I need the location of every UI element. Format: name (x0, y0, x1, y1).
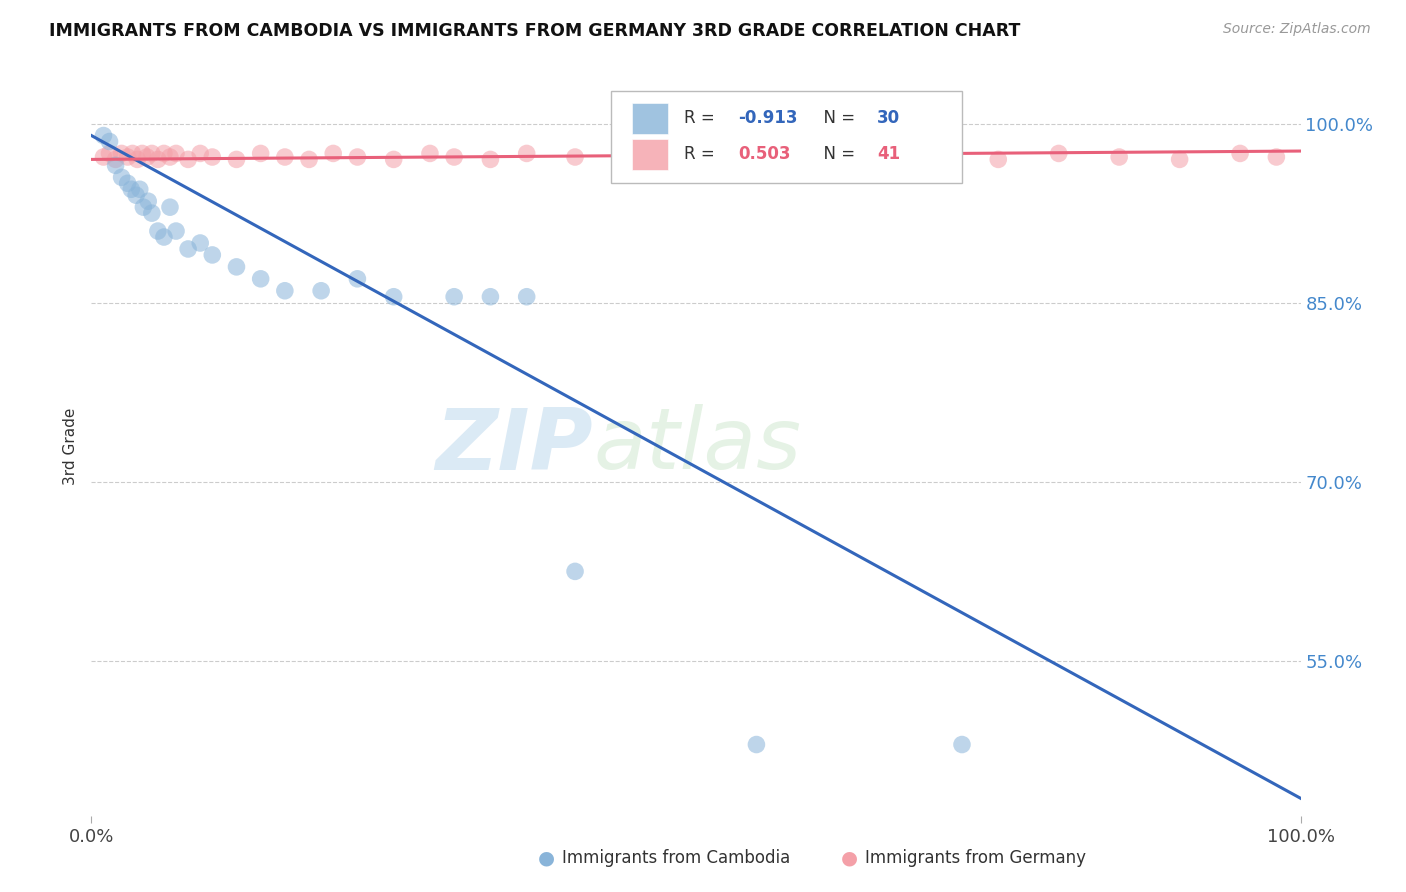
Point (564, 565, 586, 579)
Point (104, 158, 127, 172)
Point (685, 146, 707, 161)
Point (117, 150, 139, 164)
Point (274, 150, 297, 164)
Text: Immigrants from Germany: Immigrants from Germany (865, 849, 1085, 867)
Point (927, 150, 949, 164)
Point (201, 248, 224, 262)
Point (346, 150, 368, 164)
Text: 41: 41 (877, 145, 900, 162)
Point (1108, 150, 1130, 164)
Point (127, 153, 149, 167)
Text: ●: ● (841, 848, 858, 868)
Point (479, 290, 502, 304)
Point (104, 153, 127, 167)
Text: N =: N = (813, 109, 860, 127)
Point (188, 235, 211, 250)
Point (564, 150, 586, 164)
Point (225, 153, 247, 167)
Point (298, 153, 321, 167)
FancyBboxPatch shape (612, 91, 962, 183)
Y-axis label: 3rd Grade: 3rd Grade (63, 408, 79, 484)
Point (382, 153, 405, 167)
Point (987, 153, 1010, 167)
Point (121, 146, 143, 161)
Point (146, 224, 169, 238)
Point (93, 128, 115, 143)
Point (131, 146, 153, 161)
Point (111, 146, 132, 161)
Point (612, 153, 634, 167)
Text: ●: ● (538, 848, 555, 868)
Point (117, 176, 139, 190)
FancyBboxPatch shape (631, 139, 668, 169)
Point (249, 146, 271, 161)
Point (745, 738, 768, 752)
Text: IMMIGRANTS FROM CAMBODIA VS IMMIGRANTS FROM GERMANY 3RD GRADE CORRELATION CHART: IMMIGRANTS FROM CAMBODIA VS IMMIGRANTS F… (49, 22, 1021, 40)
Point (177, 153, 200, 167)
Point (1168, 153, 1191, 167)
Point (93, 150, 115, 164)
Point (125, 188, 148, 202)
Point (249, 272, 271, 286)
Point (136, 150, 159, 164)
Point (322, 146, 344, 161)
Point (1047, 146, 1070, 161)
Point (950, 738, 973, 752)
Point (419, 146, 441, 161)
Text: atlas: atlas (593, 404, 801, 488)
Point (866, 146, 889, 161)
Point (177, 242, 200, 256)
Point (165, 224, 187, 238)
Point (141, 206, 163, 220)
Point (159, 200, 181, 214)
Point (128, 182, 150, 196)
Point (346, 272, 368, 286)
Point (516, 290, 538, 304)
Text: R =: R = (683, 109, 720, 127)
Point (120, 182, 142, 196)
Point (1229, 146, 1251, 161)
Point (165, 146, 187, 161)
Text: Immigrants from Cambodia: Immigrants from Cambodia (562, 849, 790, 867)
Text: N =: N = (813, 145, 860, 162)
Point (136, 194, 159, 209)
Point (443, 150, 465, 164)
Point (111, 170, 132, 185)
Point (274, 284, 297, 298)
Text: -0.913: -0.913 (738, 109, 797, 127)
FancyBboxPatch shape (631, 103, 668, 135)
Point (516, 146, 538, 161)
Point (201, 150, 224, 164)
Point (159, 150, 181, 164)
Point (146, 153, 169, 167)
Point (132, 200, 155, 214)
Point (141, 146, 163, 161)
Point (479, 153, 502, 167)
Text: 0.503: 0.503 (738, 145, 790, 162)
Point (98, 135, 121, 149)
Point (443, 290, 465, 304)
Point (153, 230, 176, 244)
Point (225, 260, 247, 274)
Point (153, 146, 176, 161)
Text: 30: 30 (877, 109, 900, 127)
Point (98, 146, 121, 161)
Point (309, 284, 332, 298)
Point (188, 146, 211, 161)
Text: Source: ZipAtlas.com: Source: ZipAtlas.com (1223, 22, 1371, 37)
Text: R =: R = (683, 145, 720, 162)
Point (382, 290, 405, 304)
Point (806, 153, 828, 167)
Text: ZIP: ZIP (436, 404, 593, 488)
Point (745, 150, 768, 164)
Point (1265, 150, 1288, 164)
